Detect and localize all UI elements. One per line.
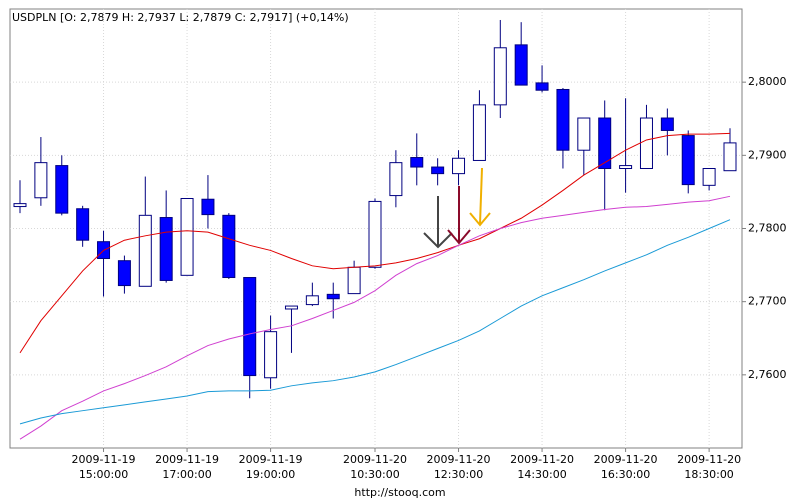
candle-body: [535, 82, 549, 91]
candle-body: [347, 266, 361, 295]
candle-body: [138, 214, 152, 287]
arrow: [479, 167, 483, 225]
candle-body: [723, 142, 737, 172]
arrows: [423, 167, 491, 249]
candle-body: [264, 331, 278, 379]
arrow-head: [469, 212, 491, 227]
candle-body: [159, 217, 173, 281]
chart-title: USDPLN [O: 2,7879 H: 2,7937 L: 2,7879 C:…: [12, 11, 349, 24]
candle-body: [702, 168, 716, 186]
arrow-head: [447, 229, 471, 245]
x-tick-date: 2009-11-20: [427, 453, 491, 466]
candle-body: [55, 165, 69, 214]
x-tick-time: 19:00:00: [246, 468, 295, 481]
x-tick-time: 15:00:00: [79, 468, 128, 481]
candle-body: [493, 47, 507, 106]
x-tick-date: 2009-11-20: [677, 453, 741, 466]
candle-body: [76, 208, 90, 241]
y-tick-label: 2,7600: [748, 368, 787, 381]
candle-body: [13, 203, 27, 208]
y-tick-label: 2,7700: [748, 295, 787, 308]
x-tick-date: 2009-11-19: [72, 453, 136, 466]
candle-body: [514, 44, 528, 86]
x-tick-date: 2009-11-20: [594, 453, 658, 466]
candle-body: [598, 117, 612, 170]
x-tick-date: 2009-11-19: [155, 453, 219, 466]
moving-average: [19, 195, 731, 440]
candle-body: [180, 198, 194, 276]
x-tick-time: 17:00:00: [162, 468, 211, 481]
x-tick-time: 18:30:00: [684, 468, 733, 481]
candle-body: [472, 104, 486, 161]
candle-body: [34, 162, 48, 199]
arrow-head: [423, 232, 453, 249]
candle-body: [660, 117, 674, 131]
candle-body: [556, 88, 570, 151]
candle-body: [284, 305, 298, 310]
candle-body: [117, 260, 131, 287]
candle-body: [410, 157, 424, 168]
x-tick-time: 16:30:00: [601, 468, 650, 481]
footer: http://stooq.com: [354, 486, 445, 499]
candle-body: [368, 200, 382, 268]
candle-body: [619, 165, 633, 170]
y-tick-label: 2,7900: [748, 148, 787, 161]
candle-body: [326, 293, 340, 300]
x-tick-time: 10:30:00: [350, 468, 399, 481]
candle-body: [222, 214, 236, 279]
x-tick-time: 14:30:00: [517, 468, 566, 481]
candle-body: [577, 117, 591, 151]
candle-body: [305, 295, 319, 306]
candle-body: [389, 162, 403, 197]
x-tick-date: 2009-11-20: [343, 453, 407, 466]
moving-average: [19, 219, 731, 425]
x-tick-date: 2009-11-19: [239, 453, 303, 466]
candle-body: [639, 117, 653, 170]
candle-body: [243, 277, 257, 377]
y-tick-label: 2,7800: [748, 222, 787, 235]
candle-body: [201, 198, 215, 216]
candle-body: [431, 166, 445, 175]
moving-average: [19, 132, 731, 354]
y-tick-label: 2,8000: [748, 75, 787, 88]
candle-body: [681, 135, 695, 186]
x-tick-date: 2009-11-20: [510, 453, 574, 466]
x-tick-time: 12:30:00: [434, 468, 483, 481]
candle-body: [452, 157, 466, 175]
